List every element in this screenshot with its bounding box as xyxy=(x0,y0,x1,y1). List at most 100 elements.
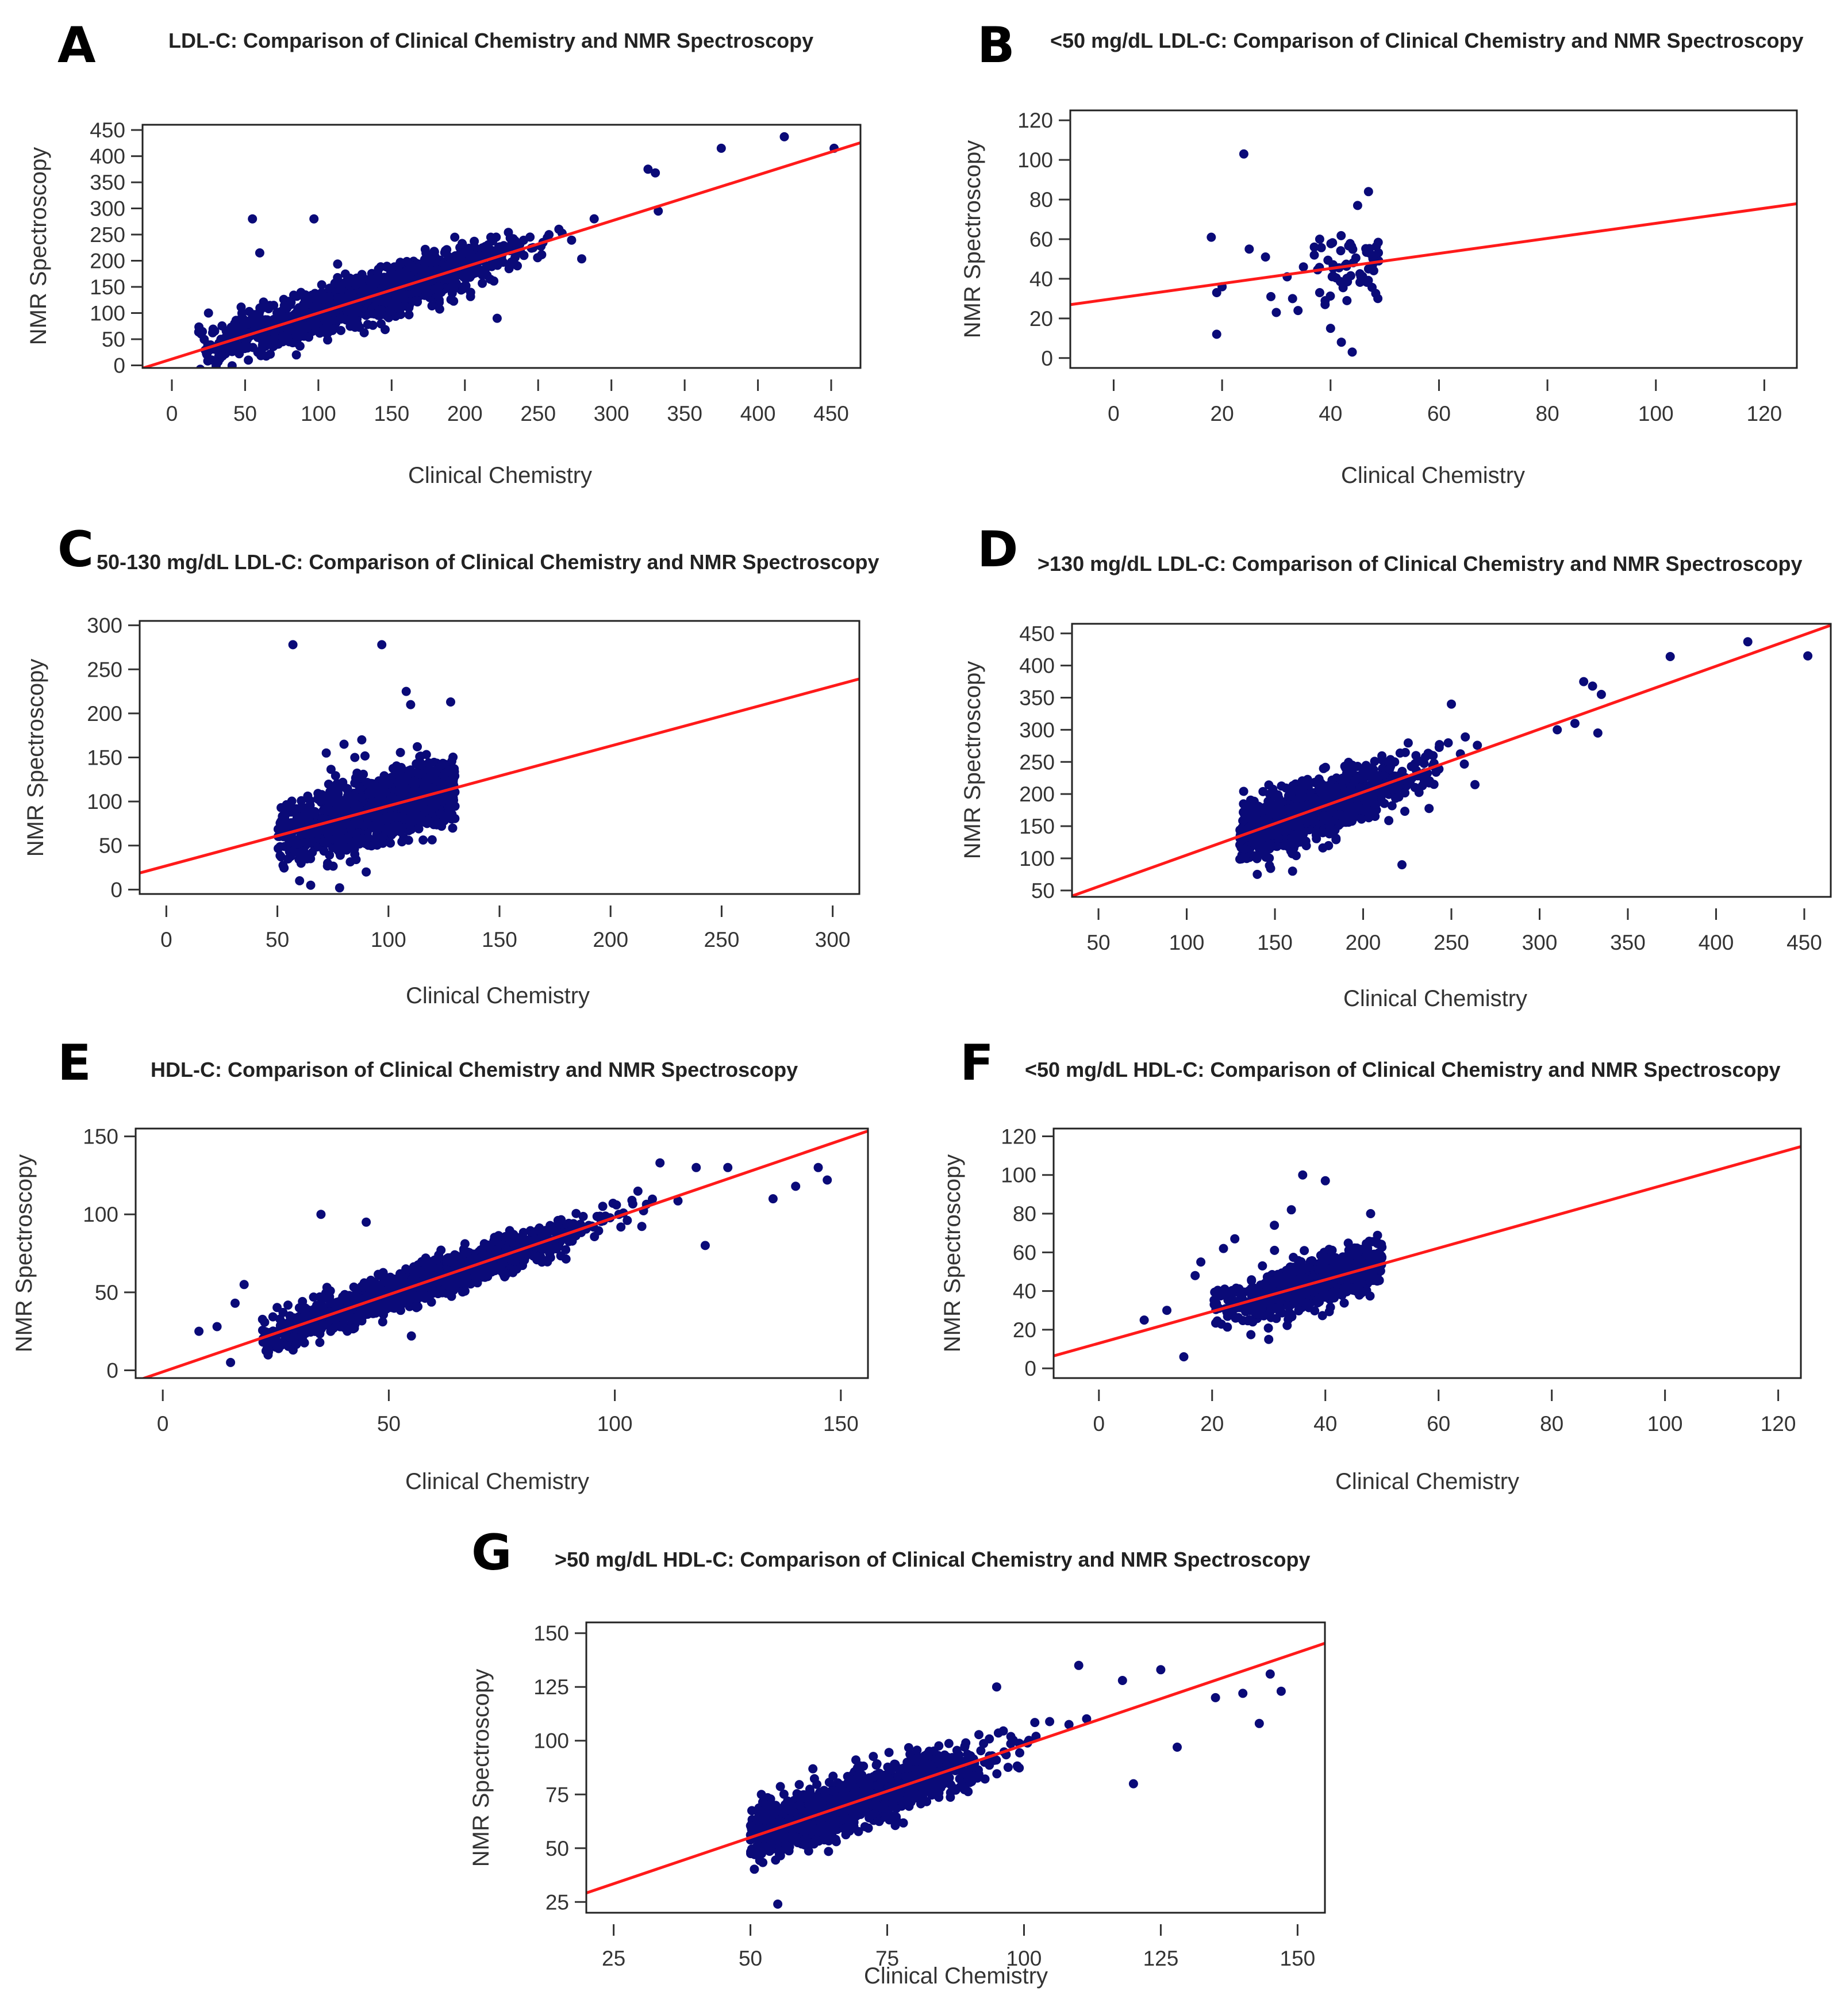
y-tick-label: 120 xyxy=(1017,109,1053,132)
data-point xyxy=(1407,762,1416,772)
data-point xyxy=(448,792,458,802)
data-point xyxy=(643,164,653,174)
panel-a: A LDL-C: Comparison of Clinical Chemistry… xyxy=(26,17,862,488)
data-point xyxy=(1318,828,1328,838)
data-point xyxy=(217,321,227,331)
data-point xyxy=(1288,294,1297,304)
data-point xyxy=(363,320,372,329)
data-point xyxy=(1315,288,1324,297)
data-point xyxy=(372,296,382,306)
data-point xyxy=(1267,800,1277,810)
data-point xyxy=(283,854,293,864)
data-point xyxy=(382,311,392,321)
data-point xyxy=(367,309,377,319)
y-tick-label: 200 xyxy=(90,250,125,273)
data-point xyxy=(1288,785,1298,795)
data-point xyxy=(1306,792,1316,801)
data-point xyxy=(355,323,364,332)
x-tick-label: 120 xyxy=(1747,402,1782,425)
data-point xyxy=(459,248,468,258)
data-point xyxy=(274,339,283,349)
data-point xyxy=(1252,851,1262,861)
data-point xyxy=(1419,758,1429,768)
data-point xyxy=(379,783,389,793)
data-point xyxy=(401,772,411,782)
data-point xyxy=(1283,804,1293,814)
data-point xyxy=(421,750,431,759)
data-point xyxy=(1348,806,1358,816)
data-point xyxy=(1336,231,1346,240)
data-point xyxy=(489,276,499,286)
x-tick-label: 350 xyxy=(1610,931,1646,954)
data-point xyxy=(352,800,362,810)
data-point xyxy=(319,846,329,856)
data-point xyxy=(447,757,456,766)
data-point xyxy=(1253,869,1262,879)
data-point xyxy=(1378,787,1388,797)
data-point xyxy=(1281,783,1291,793)
regression-line xyxy=(1070,202,1797,306)
data-point xyxy=(1434,743,1444,752)
data-point xyxy=(1257,807,1266,817)
data-point xyxy=(351,855,361,865)
data-point xyxy=(344,834,354,844)
data-point xyxy=(309,214,319,224)
data-point xyxy=(316,291,325,301)
data-point xyxy=(1326,239,1336,248)
data-point xyxy=(368,283,378,293)
data-point xyxy=(435,304,444,314)
data-point xyxy=(1320,300,1330,309)
data-point xyxy=(458,284,468,294)
data-point xyxy=(391,761,401,771)
y-tick-label: 50 xyxy=(99,834,122,858)
data-point xyxy=(194,322,204,332)
data-point xyxy=(278,861,288,870)
panel-title: 50-130 mg/dL LDL-C: Comparison of Clinic… xyxy=(97,550,879,574)
y-tick-label: 250 xyxy=(1019,750,1055,774)
data-point xyxy=(415,769,425,779)
data-point xyxy=(297,796,306,805)
regression-line xyxy=(143,141,860,368)
x-axis-label: Clinical Chemistry xyxy=(408,463,592,488)
data-point xyxy=(616,1222,626,1232)
x-tick-label: 250 xyxy=(704,928,740,951)
x-tick-label: 0 xyxy=(160,928,172,951)
data-point xyxy=(1318,843,1328,853)
data-point xyxy=(433,291,443,301)
data-point xyxy=(1473,740,1482,750)
y-tick-label: 100 xyxy=(87,790,122,814)
data-point xyxy=(389,822,398,832)
data-point xyxy=(1265,826,1275,835)
data-point xyxy=(344,278,354,287)
data-point xyxy=(1255,841,1265,850)
data-point xyxy=(1239,149,1248,159)
data-point xyxy=(1443,738,1453,748)
y-axis-label: NMR Spectroscopy xyxy=(26,147,51,346)
data-point xyxy=(331,771,340,781)
x-axis-label: Clinical Chemistry xyxy=(1343,986,1527,1011)
panel-letter: C xyxy=(57,521,94,578)
data-point xyxy=(322,861,332,871)
regression-line xyxy=(1072,624,1831,897)
data-point xyxy=(376,319,386,329)
data-point xyxy=(1266,291,1275,301)
data-point xyxy=(1264,780,1274,790)
data-point xyxy=(633,1186,643,1196)
x-tick-label: 0 xyxy=(166,402,178,425)
data-point xyxy=(651,168,660,178)
data-point xyxy=(1325,822,1335,832)
data-point xyxy=(255,248,264,258)
data-point xyxy=(1342,296,1352,305)
data-point xyxy=(452,271,462,281)
data-point xyxy=(295,341,305,351)
y-tick-label: 100 xyxy=(90,301,125,325)
data-point xyxy=(1326,291,1335,301)
y-tick-label: 450 xyxy=(90,118,125,142)
data-point xyxy=(1414,788,1424,797)
data-point xyxy=(377,640,387,650)
x-tick-label: 20 xyxy=(1211,402,1234,425)
panel-letter: B xyxy=(977,17,1015,74)
data-point xyxy=(287,796,297,806)
data-point xyxy=(1288,847,1298,857)
data-point xyxy=(1373,237,1383,247)
